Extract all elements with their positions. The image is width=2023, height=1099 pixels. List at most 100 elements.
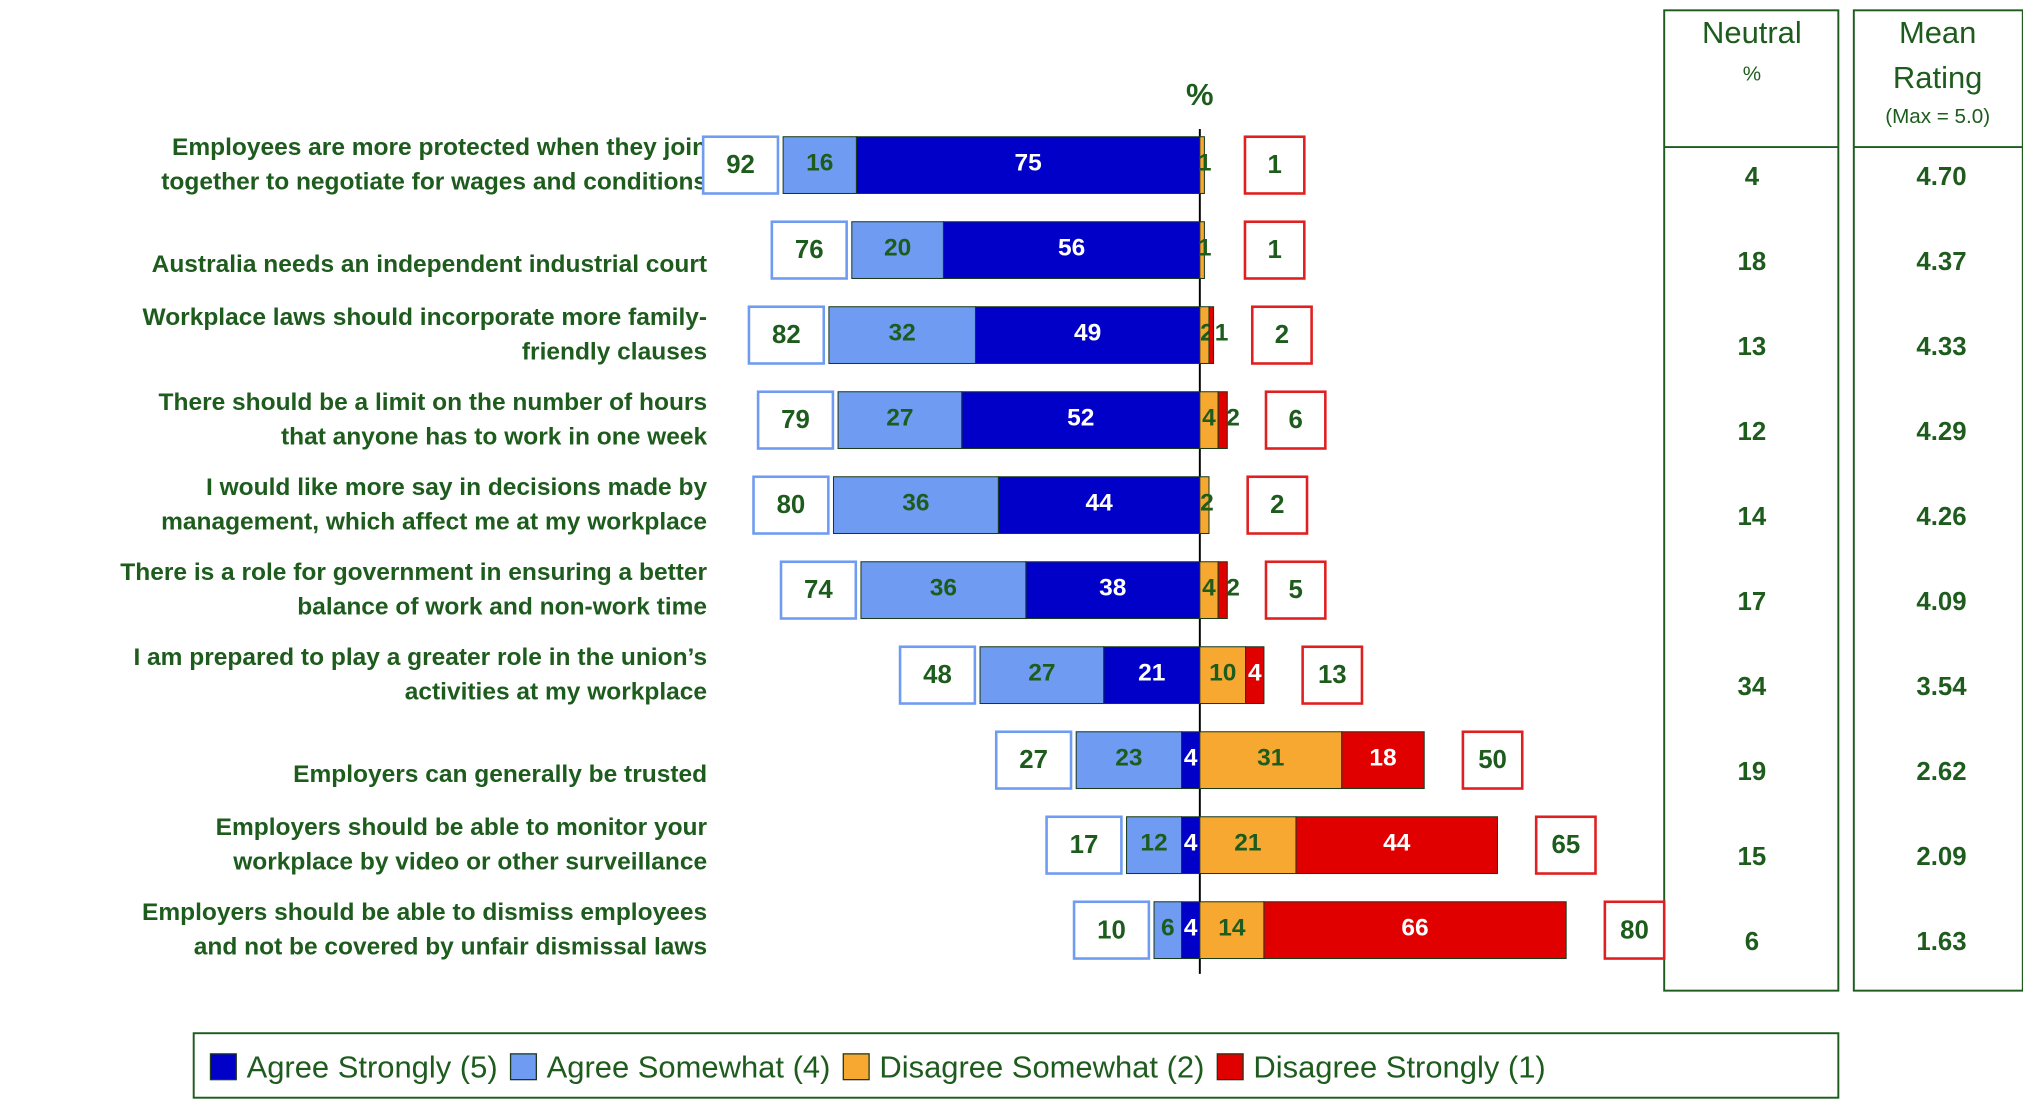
segment-label: 21 bbox=[1138, 659, 1165, 686]
segment-label: 2 bbox=[1200, 489, 1214, 516]
disagree-total-box bbox=[1264, 560, 1327, 620]
agree-total: 10 bbox=[1097, 916, 1126, 944]
mean-value: 4.26 bbox=[1916, 503, 1966, 531]
neutral-value: 12 bbox=[1738, 418, 1767, 446]
neutral-value: 15 bbox=[1738, 843, 1767, 871]
agree-total: 76 bbox=[795, 236, 824, 264]
disagree-total: 80 bbox=[1620, 916, 1649, 944]
segment-label: 4 bbox=[1248, 659, 1262, 686]
disagree-total: 50 bbox=[1478, 746, 1507, 774]
mean-value: 2.62 bbox=[1916, 758, 1966, 786]
neutral-header: Neutral bbox=[1702, 15, 1802, 50]
disagree-total-box bbox=[1243, 135, 1306, 195]
disagree-total: 1 bbox=[1267, 151, 1281, 179]
agree-total-box bbox=[994, 730, 1073, 790]
segment-label: 44 bbox=[1085, 489, 1113, 516]
segment-label: 20 bbox=[884, 234, 911, 261]
agree-total: 74 bbox=[804, 576, 833, 604]
segment-label: 52 bbox=[1067, 404, 1094, 431]
category-label: balance of work and non-work time bbox=[297, 594, 707, 621]
agree-total: 48 bbox=[923, 661, 952, 689]
disagree-total-box bbox=[1301, 645, 1364, 705]
bar-segment bbox=[837, 391, 963, 450]
segment-label: 16 bbox=[806, 149, 833, 176]
legend-swatch bbox=[842, 1053, 870, 1081]
bar-segment bbox=[1103, 646, 1201, 705]
segment-label: 27 bbox=[1028, 659, 1055, 686]
category-label: Employers can generally be trusted bbox=[293, 761, 707, 788]
bar-segment bbox=[1341, 731, 1425, 790]
neutral-value: 34 bbox=[1738, 673, 1767, 701]
category-label: management, which affect me at my workpl… bbox=[161, 509, 707, 536]
agree-total-box bbox=[1072, 900, 1151, 960]
bar-segment bbox=[942, 221, 1201, 280]
mean-value: 4.33 bbox=[1916, 333, 1966, 361]
disagree-total: 5 bbox=[1288, 576, 1302, 604]
legend-swatch bbox=[509, 1053, 537, 1081]
disagree-total: 2 bbox=[1275, 321, 1289, 349]
bar-segment bbox=[1199, 221, 1205, 280]
agree-total-box bbox=[756, 390, 835, 450]
neutral-column bbox=[1663, 9, 1840, 992]
bar-segment bbox=[860, 561, 1027, 620]
bar-segment bbox=[1025, 561, 1201, 620]
bar-segment bbox=[1199, 816, 1297, 875]
bar-segment bbox=[1199, 476, 1210, 535]
mean-header: (Max = 5.0) bbox=[1885, 105, 1990, 128]
bar-segment bbox=[1153, 901, 1183, 960]
segment-label: 31 bbox=[1257, 744, 1284, 771]
segment-label: 4 bbox=[1184, 744, 1198, 771]
agree-total: 27 bbox=[1019, 746, 1048, 774]
bar-segment bbox=[1075, 731, 1183, 790]
category-label: There should be a limit on the number of… bbox=[159, 389, 708, 416]
category-label: and not be covered by unfair dismissal l… bbox=[194, 934, 707, 961]
segment-label: 2 bbox=[1226, 404, 1240, 431]
disagree-total: 6 bbox=[1288, 406, 1302, 434]
disagree-total: 2 bbox=[1270, 491, 1284, 519]
bar-segment bbox=[1217, 561, 1228, 620]
neutral-value: 17 bbox=[1738, 588, 1767, 616]
disagree-total: 1 bbox=[1267, 236, 1281, 264]
bar-segment bbox=[1199, 731, 1343, 790]
mean-header: Mean bbox=[1899, 15, 1976, 50]
category-label: Workplace laws should incorporate more f… bbox=[143, 304, 708, 331]
bar-segment bbox=[1245, 646, 1265, 705]
bar-segment bbox=[1263, 901, 1567, 960]
agree-total-box bbox=[779, 560, 858, 620]
category-label: friendly clauses bbox=[522, 339, 707, 366]
category-label: Employers should be able to dismiss empl… bbox=[142, 899, 707, 926]
segment-label: 2 bbox=[1226, 574, 1240, 601]
category-label: that anyone has to work in one week bbox=[281, 424, 707, 451]
segment-label: 49 bbox=[1074, 319, 1101, 346]
agree-total: 17 bbox=[1070, 831, 1099, 859]
neutral-value: 19 bbox=[1738, 758, 1767, 786]
segment-label: 36 bbox=[902, 489, 929, 516]
disagree-total: 13 bbox=[1318, 661, 1347, 689]
segment-label: 6 bbox=[1161, 914, 1175, 941]
disagree-total-box bbox=[1461, 730, 1524, 790]
segment-label: 1 bbox=[1198, 149, 1212, 176]
bar-segment bbox=[1208, 306, 1215, 365]
segment-label: 4 bbox=[1202, 574, 1216, 601]
neutral-value: 6 bbox=[1745, 928, 1759, 956]
agree-total: 80 bbox=[777, 491, 806, 519]
agree-total-box bbox=[770, 220, 848, 280]
mean-value: 4.29 bbox=[1916, 418, 1966, 446]
neutral-value: 4 bbox=[1745, 163, 1760, 191]
segment-label: 56 bbox=[1058, 234, 1085, 261]
segment-label: 75 bbox=[1014, 149, 1041, 176]
segment-label: 38 bbox=[1099, 574, 1126, 601]
segment-label: 4 bbox=[1184, 914, 1198, 941]
disagree-total-box bbox=[1603, 900, 1666, 960]
segment-label: 23 bbox=[1115, 744, 1142, 771]
segment-label: 12 bbox=[1140, 829, 1167, 856]
category-label: I am prepared to play a greater role in … bbox=[133, 644, 707, 671]
segment-label: 21 bbox=[1234, 829, 1261, 856]
mean-value: 4.70 bbox=[1916, 163, 1966, 191]
agree-total-box bbox=[752, 475, 830, 535]
mean-header: Rating bbox=[1893, 60, 1982, 95]
category-label: Employers should be able to monitor your bbox=[216, 814, 708, 841]
bar-segment bbox=[832, 476, 999, 535]
segment-label: 44 bbox=[1383, 829, 1411, 856]
category-label: activities at my workplace bbox=[405, 679, 707, 706]
